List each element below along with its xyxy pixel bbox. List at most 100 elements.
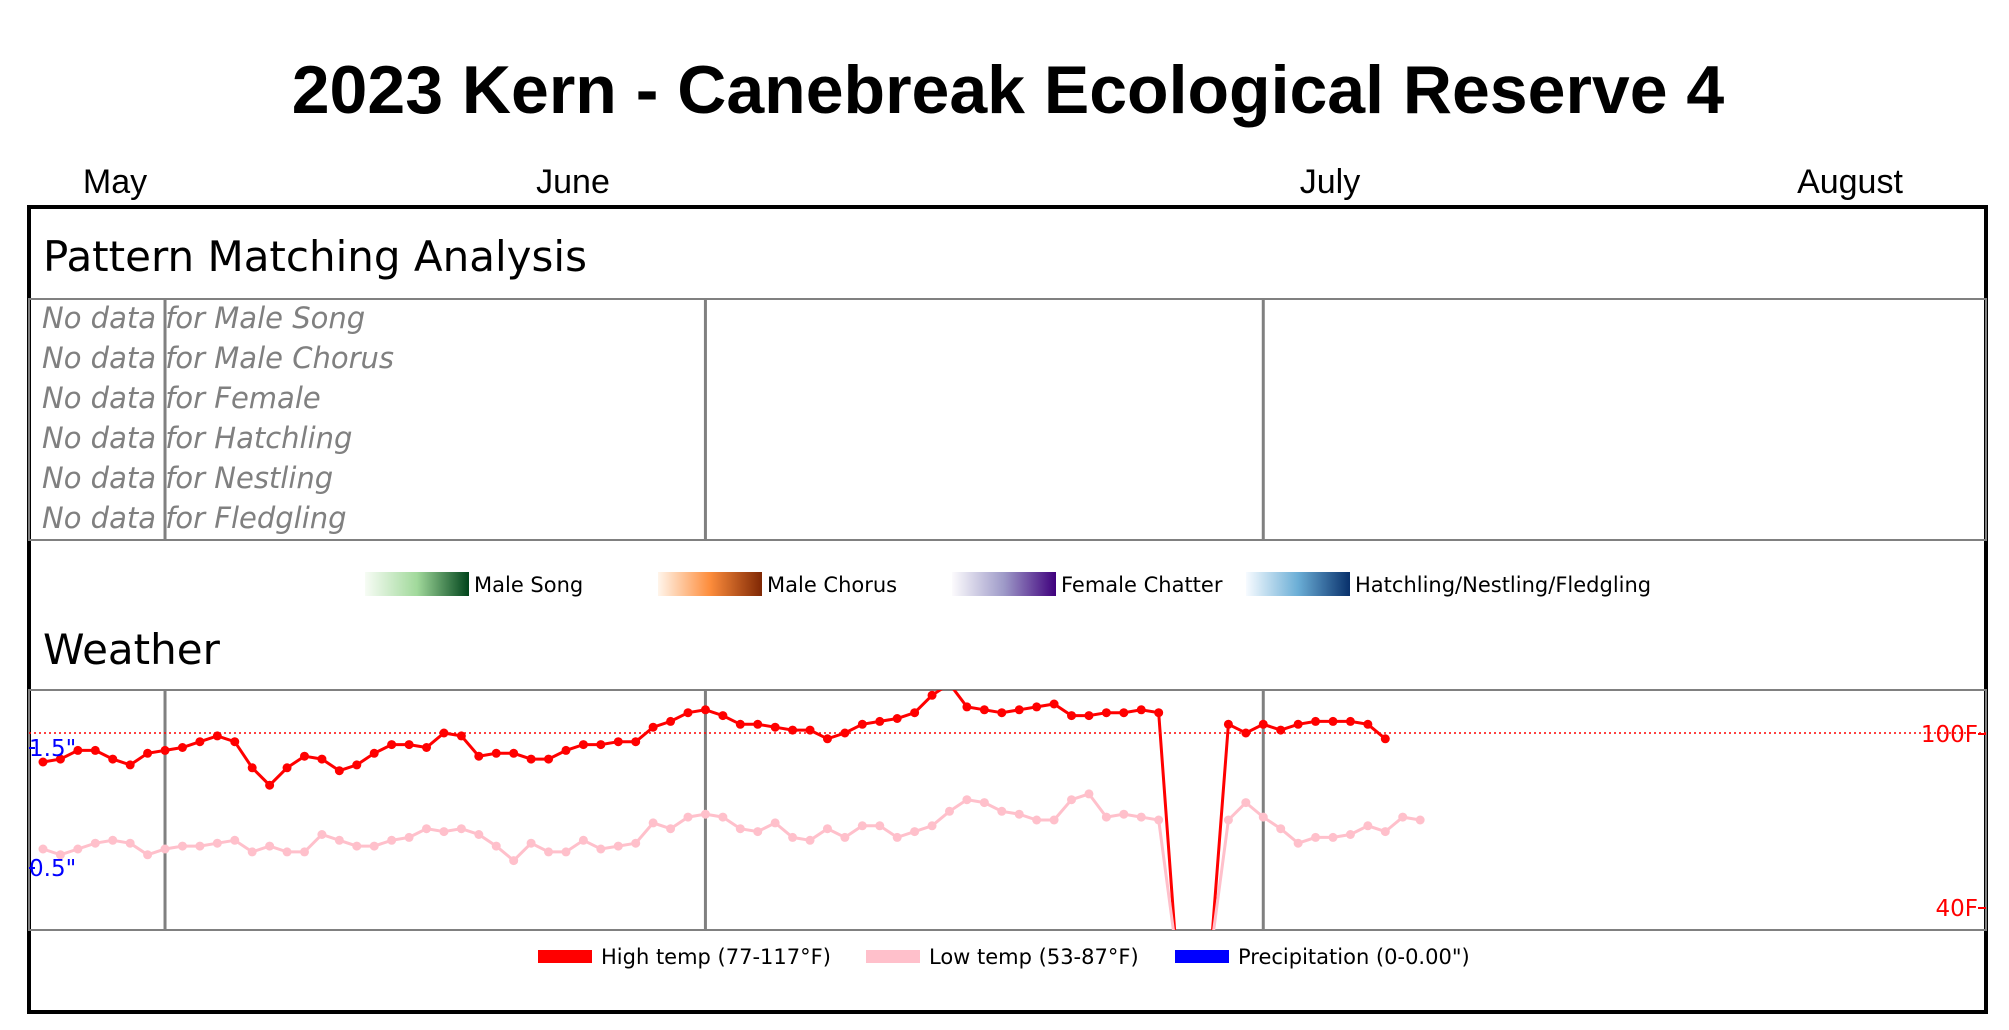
low-temp-point [352, 841, 362, 851]
outer-frame [27, 205, 1988, 1014]
no-data-row: No data for Male Chorus [42, 341, 394, 375]
legend-swatch-male-song [365, 572, 469, 596]
high-temp-point [666, 716, 676, 726]
low-temp-point [997, 806, 1007, 816]
low-temp-point [1119, 809, 1129, 819]
high-temp-point [474, 751, 484, 761]
high-temp-point [1380, 734, 1390, 744]
low-temp-point [910, 827, 920, 837]
high-temp-point [55, 754, 65, 764]
legend-label-hatchling: Hatchling/Nestling/Fledgling [1355, 573, 1651, 597]
low-temp-point [1154, 815, 1164, 825]
high-temp-point [247, 763, 257, 773]
month-label-august: August [1797, 163, 1903, 201]
high-temp-point [561, 745, 571, 755]
high-temp-point [892, 714, 902, 723]
high-temp-point [1119, 708, 1129, 718]
low-temp-point [422, 824, 432, 834]
high-temp-point [1241, 728, 1251, 738]
low-temp-point [700, 809, 710, 819]
low-temp-point [230, 835, 240, 845]
high-temp-point [648, 722, 658, 732]
low-temp-point [334, 835, 344, 845]
legend-swatch-low-temp [866, 950, 920, 963]
low-temp-point [805, 835, 815, 845]
high-temp-point [387, 740, 397, 750]
low-temp-point [177, 841, 187, 851]
weather-legend: High temp (77-117°F) Low temp (53-87°F) … [538, 945, 1470, 969]
high-temp-point [857, 719, 867, 729]
low-temp-point [718, 812, 728, 822]
low-temp-point [735, 824, 745, 834]
low-temp-point [439, 827, 449, 837]
low-temp-point [1276, 824, 1286, 834]
high-temp-point [195, 737, 205, 747]
high-temp-point [735, 719, 745, 729]
legend-swatch-male-chorus [658, 572, 762, 596]
low-temp-point [90, 838, 100, 848]
low-temp-point [962, 795, 972, 805]
high-temp-point [997, 708, 1007, 718]
pattern-legend: Male Song Male Chorus Female Chatter Hat… [365, 572, 1651, 597]
high-temp-point [334, 766, 344, 776]
high-temp-point [456, 731, 466, 741]
high-temp-point [718, 711, 728, 721]
low-temp-point [387, 835, 397, 845]
month-label-june: June [536, 163, 610, 201]
low-temp-point [1380, 827, 1390, 837]
low-temp-point [282, 847, 292, 857]
month-label-may: May [83, 163, 147, 201]
legend-label-male-song: Male Song [474, 573, 583, 597]
low-temp-point [55, 850, 65, 860]
high-temp-point [683, 708, 693, 718]
no-data-row: No data for Female [42, 381, 321, 415]
weather-heading: Weather [43, 625, 221, 674]
low-temp-point [143, 850, 153, 860]
high-temp-point [90, 745, 100, 755]
low-temp-point [1328, 832, 1338, 842]
low-temp-point [944, 806, 954, 816]
legend-label-female-chatter: Female Chatter [1061, 573, 1223, 597]
high-temp-point [422, 743, 432, 752]
low-temp-point [108, 835, 118, 845]
high-temp-point [1067, 711, 1077, 721]
low-temp-point [648, 818, 658, 828]
high-temp-point [927, 690, 937, 700]
legend-label-precipitation: Precipitation (0-0.00") [1238, 945, 1470, 969]
low-temp-point [404, 832, 414, 842]
low-temp-point [1014, 809, 1024, 819]
high-temp-point [125, 760, 135, 770]
high-temp-point [753, 719, 763, 729]
low-temp-point [1032, 815, 1042, 825]
high-temp-point [73, 745, 83, 755]
legend-swatch-precipitation [1175, 950, 1229, 963]
high-temp-point [160, 745, 170, 755]
high-temp-point [526, 754, 536, 764]
low-temp-point [456, 824, 466, 834]
pattern-panel [28, 298, 1987, 541]
high-temp-point [491, 748, 501, 758]
no-data-list: No data for Male Song No data for Male C… [42, 301, 394, 535]
low-temp-point [979, 798, 989, 808]
low-temp-point [544, 847, 554, 857]
high-temp-point [38, 757, 48, 767]
low-temp-point [317, 830, 327, 839]
high-temp-point [299, 751, 309, 761]
no-data-row: No data for Hatchling [42, 421, 352, 455]
legend-label-low-temp: Low temp (53-87°F) [929, 945, 1139, 969]
low-temp-point [491, 841, 501, 851]
high-temp-point [770, 722, 780, 732]
low-temp-point [1101, 812, 1111, 822]
legend-label-male-chorus: Male Chorus [767, 573, 897, 597]
low-temp-point [38, 844, 48, 854]
no-data-row: No data for Fledgling [42, 501, 347, 535]
low-temp-point [1136, 812, 1146, 822]
high-temp-point [1223, 719, 1233, 729]
low-temp-point [613, 841, 623, 851]
low-temp-point [1293, 838, 1303, 848]
high-temp-point [578, 740, 588, 750]
low-temp-point [1363, 821, 1373, 831]
high-temp-point [1276, 725, 1286, 735]
low-temp-point [195, 841, 205, 851]
